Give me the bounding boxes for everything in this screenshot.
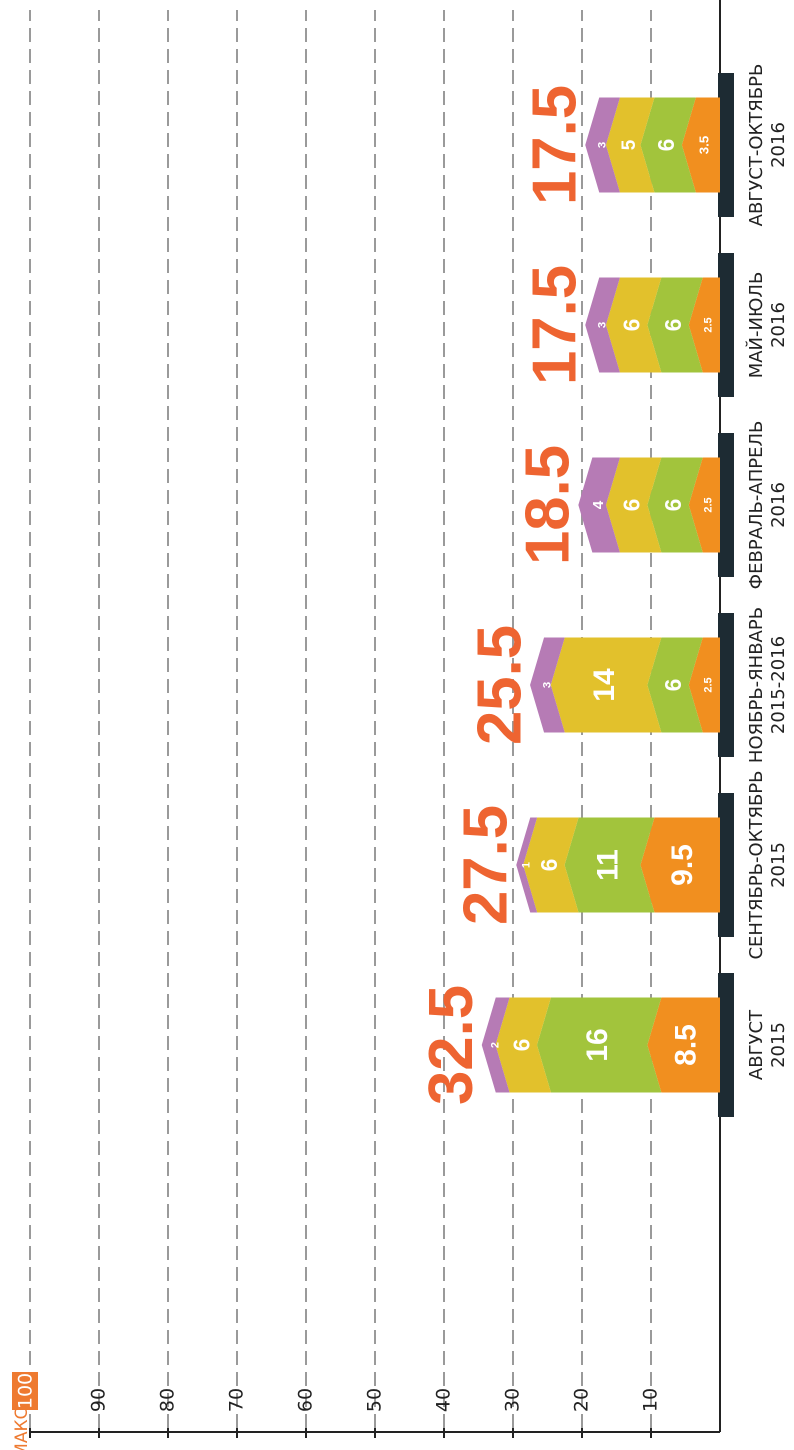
- category-marker: [718, 433, 734, 577]
- y-tick-label: 60: [295, 1388, 317, 1412]
- total-label: 17.5: [521, 265, 590, 385]
- bar-segment: [605, 277, 662, 373]
- bar-segment: [516, 817, 538, 913]
- bar-segment: [523, 817, 579, 913]
- bar-segment: [688, 637, 720, 733]
- total-label: 17.5: [521, 85, 590, 205]
- bar-segment: [640, 817, 720, 913]
- bar-segment: [640, 97, 696, 193]
- x-tick-label: 2015: [768, 1022, 789, 1068]
- max-box: [12, 1372, 38, 1410]
- bar-segment: [585, 97, 620, 193]
- segment-label: 6: [660, 499, 686, 512]
- total-label: 25.5: [465, 625, 534, 745]
- y-tick-label: 70: [226, 1388, 248, 1412]
- segment-label: 9.5: [666, 844, 699, 886]
- category-marker: [718, 613, 734, 757]
- segment-label: 3: [597, 142, 609, 148]
- segment-label: 6: [508, 1039, 534, 1052]
- segment-label: 3: [597, 322, 609, 328]
- bar-segment: [495, 997, 551, 1093]
- segment-label: 6: [619, 319, 645, 332]
- category-marker: [718, 973, 734, 1117]
- x-tick-label: СЕНТЯБРЬ-ОКТЯБРЬ: [746, 770, 767, 959]
- bar-segment: [605, 457, 662, 553]
- bar-segment: [647, 277, 703, 373]
- bar-segment: [647, 637, 703, 733]
- segment-label: 6: [660, 679, 686, 692]
- bar-segment: [564, 817, 655, 913]
- bar-segment: [647, 457, 703, 553]
- total-label: 32.5: [417, 985, 486, 1105]
- bar-segment: [605, 97, 655, 193]
- y-tick-label: 40: [433, 1388, 455, 1412]
- segment-label: 2: [490, 1042, 502, 1048]
- total-label: 27.5: [452, 805, 521, 925]
- bar-segment: [688, 457, 720, 553]
- x-tick-label: МАЙ-ИЮЛЬ: [745, 272, 767, 379]
- bar-segment: [530, 637, 565, 733]
- total-label: 18.5: [514, 445, 583, 565]
- annotation: МАКС.: [12, 1402, 32, 1450]
- x-tick-label: 2016: [768, 482, 789, 528]
- bar-segment: [578, 457, 620, 553]
- bar-segment: [585, 277, 620, 373]
- segment-label: 8.5: [670, 1024, 703, 1066]
- bar-segment: [536, 997, 662, 1093]
- y-tick-label: 10: [640, 1388, 662, 1412]
- bar-segment: [688, 277, 720, 373]
- y-tick-label: 30: [502, 1388, 524, 1412]
- x-tick-label: 2016: [768, 302, 789, 348]
- category-marker: [718, 253, 734, 397]
- segment-label: 2.5: [702, 317, 714, 332]
- x-tick-label: ФЕВРАЛЬ-АПРЕЛЬ: [746, 421, 767, 590]
- segment-label: 2.5: [702, 677, 714, 692]
- segment-label: 6: [536, 859, 562, 872]
- y-tick-label: 80: [157, 1388, 179, 1412]
- segment-label: 16: [581, 1028, 614, 1061]
- x-tick-label: 2015-2016: [768, 636, 789, 734]
- y-tick-label: 50: [364, 1388, 386, 1412]
- segment-label: 6: [653, 139, 679, 152]
- x-tick-label: 2015: [768, 842, 789, 888]
- segment-label: 5: [619, 139, 640, 150]
- bar-segment: [550, 637, 662, 733]
- y-tick-label: 100: [15, 1373, 37, 1409]
- segment-label: 3: [541, 682, 553, 688]
- y-tick-label: 20: [571, 1388, 593, 1412]
- y-tick-label: 90: [88, 1388, 110, 1412]
- category-marker: [718, 793, 734, 937]
- category-marker: [718, 73, 734, 217]
- bar-segment: [681, 97, 720, 193]
- segment-label: 4: [590, 500, 607, 509]
- segment-label: 3.5: [696, 135, 711, 154]
- x-tick-label: 2016: [768, 122, 789, 168]
- segment-label: 11: [591, 849, 624, 881]
- bar-segment: [481, 997, 510, 1093]
- segment-label: 1: [521, 862, 533, 868]
- bar-segment: [647, 997, 720, 1093]
- segment-label: 6: [660, 319, 686, 332]
- segment-label: 14: [588, 668, 621, 702]
- x-tick-label: АВГУСТ: [746, 1009, 767, 1080]
- x-tick-label: АВГУСТ-ОКТЯБРЬ: [746, 64, 767, 227]
- x-tick-label: НОЯБРЬ-ЯНВАРЬ: [746, 607, 767, 763]
- segment-label: 6: [619, 499, 645, 512]
- segment-label: 2.5: [702, 497, 714, 512]
